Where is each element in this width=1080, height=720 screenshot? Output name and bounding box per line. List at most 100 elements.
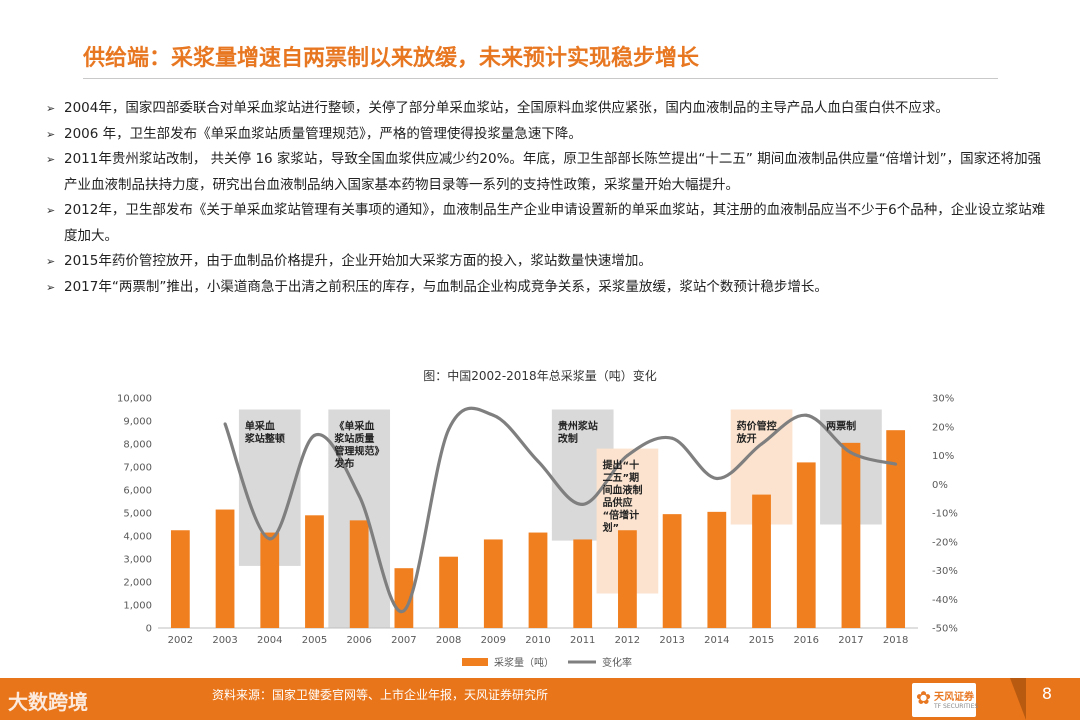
bullet-item: ➢ 2015年药价管控放开，由于血制品价格提升，企业开始加大采浆方面的投入，浆站数… xyxy=(36,249,1046,275)
line-point xyxy=(312,433,316,437)
plasma-volume-chart: 0 1,000 2,000 3,000 4,000 5,000 6,000 7,000 8,00… xyxy=(117,394,958,670)
x-tick-label: 2002 xyxy=(168,635,193,646)
y-left-tick-label: 4,000 xyxy=(123,532,152,543)
annotation-label: 《单采血浆站质量管理规范》发布 xyxy=(333,420,384,471)
x-tick-label: 2015 xyxy=(749,635,774,646)
annotation-line: 贵州浆站 xyxy=(558,420,598,433)
bullet-text: 2006 年，卫生部发布《单采血浆站质量管理规范》，严格的管理使得投浆量急速下降… xyxy=(64,125,582,142)
arrow-bullet-icon: ➢ xyxy=(46,204,56,217)
annotation-line: 划” xyxy=(603,521,620,534)
bullet-text: 2011年贵州浆站改制， 共关停 16 家浆站，导致全国血浆供应减少约20%。年… xyxy=(64,151,1042,193)
annotation-line: 《单采血 xyxy=(334,420,374,433)
annotation-line: 品供应 xyxy=(603,496,633,509)
x-tick-label: 2005 xyxy=(302,635,327,646)
bullet-list: ➢ 2004年，国家四部委联合对单采血浆站进行整顿，关停了部分单采血浆站，全国原料… xyxy=(36,96,1046,300)
company-logo: ✿ 天风证券 TF SECURITIES xyxy=(912,683,979,717)
arrow-bullet-icon: ➢ xyxy=(46,102,56,115)
annotation-label: 提出“十二五”期间血液制品供应“倍增计划” xyxy=(603,459,643,534)
legend-bar-swatch xyxy=(462,658,488,666)
y-left-tick-label: 9,000 xyxy=(123,417,152,428)
y-left-tick-label: 8,000 xyxy=(123,440,152,451)
y-right-tick-label: -50% xyxy=(932,624,958,635)
y-left-tick-label: 0 xyxy=(146,624,152,635)
x-tick-label: 2004 xyxy=(257,635,282,646)
bullet-text: 2012年，卫生部发布《关于单采血浆站管理有关事项的通知》，血液制品生产企业申请… xyxy=(64,202,1046,244)
bar xyxy=(349,520,369,628)
bar xyxy=(796,462,816,628)
y-right-tick-label: 10% xyxy=(932,451,954,462)
arrow-bullet-icon: ➢ xyxy=(46,255,56,268)
bar xyxy=(841,442,861,628)
annotation-line: 浆站质量 xyxy=(334,432,374,445)
annotation-label: 贵州浆站改制 xyxy=(558,420,598,446)
arrow-bullet-icon: ➢ xyxy=(46,153,56,166)
y-left-tick-label: 10,000 xyxy=(117,394,152,405)
x-tick-label: 2007 xyxy=(391,635,416,646)
bar xyxy=(305,515,324,628)
annotation-line: “倍增计 xyxy=(603,509,640,522)
annotation-line: 放开 xyxy=(736,432,757,445)
bar xyxy=(662,514,682,628)
annotation-line: 两票制 xyxy=(826,420,856,433)
bar xyxy=(439,556,458,628)
y-right-tick-label: -30% xyxy=(932,566,958,577)
chart-title: 图：中国2002-2018年总采浆量（吨）变化 xyxy=(423,369,657,383)
x-tick-label: 2017 xyxy=(838,635,863,646)
line-point xyxy=(760,442,764,446)
bullet-text: 2004年，国家四部委联合对单采血浆站进行整顿，关停了部分单采血浆站，全国原料血… xyxy=(64,100,949,116)
bar xyxy=(260,532,280,628)
line-point xyxy=(268,537,272,541)
slide-title: 供给端：采浆量增速自两票制以来放缓，未来预计实现稳步增长 xyxy=(83,46,700,71)
footer-corner xyxy=(1010,678,1026,720)
annotation-label: 药价管控放开 xyxy=(736,420,777,446)
y-right-tick-label: -40% xyxy=(932,595,958,606)
y-right-tick-label: 0% xyxy=(932,480,948,491)
bullet-text: 2017年“两票制”推出，小渠道商急于出清之前积压的库存，与血制品企业构成竞争关… xyxy=(64,278,828,295)
page-number: 8 xyxy=(1041,684,1052,703)
legend-line-label: 变化率 xyxy=(602,656,632,669)
x-tick-label: 2006 xyxy=(346,635,371,646)
footer-bar xyxy=(0,678,1080,720)
x-tick-label: 2013 xyxy=(659,635,684,646)
arrow-bullet-icon: ➢ xyxy=(46,280,56,294)
x-tick-label: 2014 xyxy=(704,635,729,646)
annotation-line: 改制 xyxy=(558,432,578,445)
y-right-tick-label: -20% xyxy=(932,537,958,548)
y-left-tick-label: 7,000 xyxy=(123,463,152,474)
line-point xyxy=(581,502,585,506)
line-point xyxy=(402,609,406,613)
line-point xyxy=(849,451,853,455)
bar xyxy=(394,568,414,628)
bullet-item: ➢ 2004年，国家四部委联合对单采血浆站进行整顿，关停了部分单采血浆站，全国原料… xyxy=(36,96,1046,122)
annotation-line: 管理规范》 xyxy=(334,445,384,458)
bar xyxy=(752,494,771,628)
annotation-line: 间血液制 xyxy=(603,484,643,497)
x-tick-label: 2012 xyxy=(615,635,640,646)
bar xyxy=(707,511,727,628)
line-point xyxy=(491,413,495,417)
y-left-tick-label: 1,000 xyxy=(123,601,152,612)
bullet-item: ➢ 2006 年，卫生部发布《单采血浆站质量管理规范》，严格的管理使得投浆量急速下… xyxy=(36,122,1046,148)
annotation-label: 单采血浆站整顿 xyxy=(245,420,285,446)
line-point xyxy=(357,494,361,498)
source-note: 资料来源：国家卫健委官网等、上市企业年报，天风证券研究所 xyxy=(212,688,549,702)
line-point xyxy=(804,413,808,417)
watermark: 大数跨境 xyxy=(8,690,88,714)
bar xyxy=(886,430,906,628)
y-left-tick-label: 6,000 xyxy=(123,486,152,497)
y-left-tick-label: 2,000 xyxy=(123,578,152,589)
line-point xyxy=(715,477,719,480)
annotation-line: 浆站整顿 xyxy=(245,432,285,445)
y-right-tick-label: 20% xyxy=(932,422,954,433)
bullet-item: ➢ 2011年贵州浆站改制， 共关停 16 家浆站，导致全国血浆供应减少约20%。… xyxy=(36,147,1046,198)
annotation-line: 二五”期 xyxy=(603,471,640,484)
line-point xyxy=(894,462,898,466)
x-tick-label: 2011 xyxy=(570,635,595,646)
annotation-line: 药价管控 xyxy=(737,420,777,433)
arrow-bullet-icon: ➢ xyxy=(46,127,56,141)
x-tick-label: 2010 xyxy=(525,635,550,646)
logo-english: TF SECURITIES xyxy=(934,703,979,710)
y-right-tick-label: 30% xyxy=(932,394,954,405)
x-tick-label: 2008 xyxy=(436,635,461,646)
bar xyxy=(483,539,503,628)
